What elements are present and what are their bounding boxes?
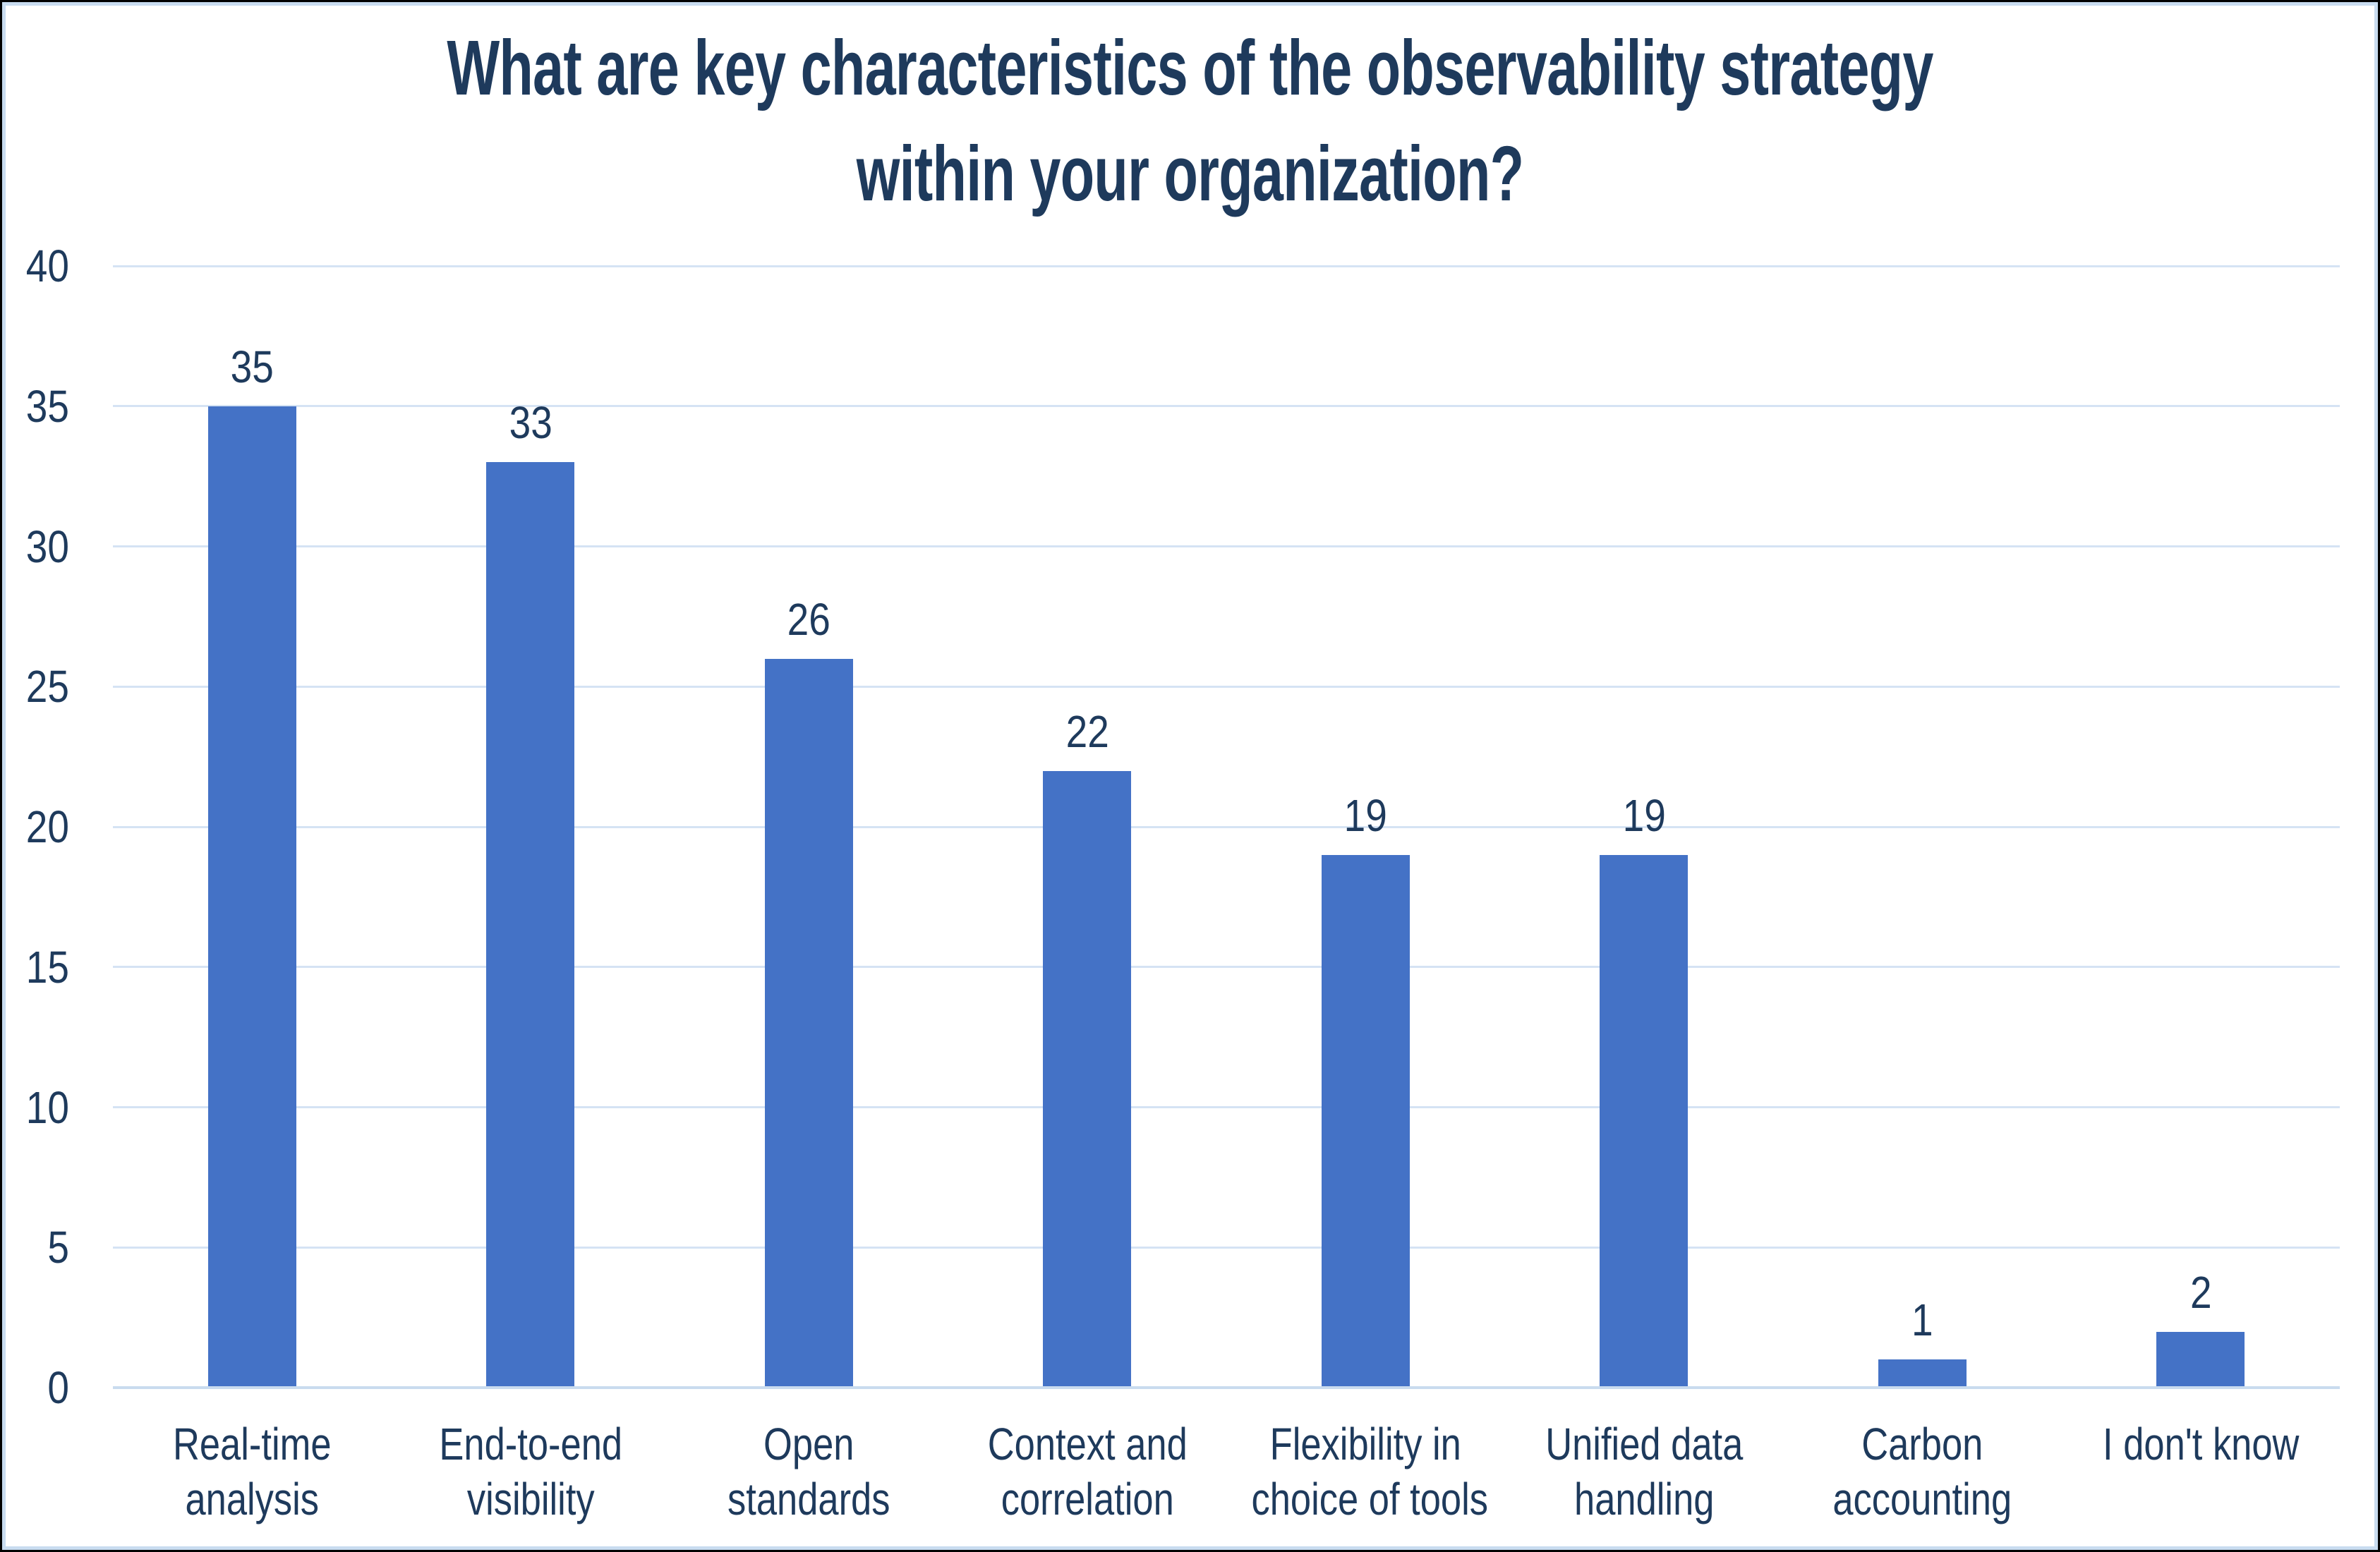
bar-value-label-real-time-analysis: 35	[230, 341, 274, 392]
bar-end-to-end-visibility	[486, 462, 575, 1388]
y-tick-label-25: 25	[25, 661, 69, 713]
x-category-label-line: I don't know	[2102, 1419, 2299, 1469]
x-category-label-line: analysis	[185, 1474, 320, 1524]
x-category-label-line: Carbon	[1861, 1419, 1983, 1469]
y-tick-label-15: 15	[25, 941, 69, 993]
y-tick-label-10: 10	[25, 1081, 69, 1133]
y-tick-label-40: 40	[25, 241, 69, 291]
bar-unified-data-handling	[1600, 854, 1689, 1388]
x-category-label-line: Unified data	[1545, 1419, 1743, 1469]
x-category-label-line: Flexibility in	[1269, 1419, 1461, 1469]
x-category-label-i-don-t-know: I don't know	[2086, 1417, 2314, 1472]
bar-value-label-end-to-end-visibility: 33	[509, 397, 552, 449]
bar-context-and-correlation	[1043, 770, 1132, 1388]
x-category-label-line: End-to-end	[438, 1419, 622, 1469]
bar-value-label-context-and-correlation: 22	[1065, 705, 1109, 757]
bar-value-label-carbon-accounting: 1	[1911, 1295, 1933, 1346]
gridline-25	[113, 685, 2340, 688]
gridline-5	[113, 1246, 2340, 1249]
chart-title-line-1: What are key characteristics of the obse…	[447, 25, 1933, 111]
bar-value-label-open-standards: 26	[787, 593, 830, 645]
x-category-label-open-standards: Open standards	[695, 1417, 923, 1527]
x-category-label-line: visibility	[466, 1474, 595, 1524]
y-tick-label-5: 5	[47, 1222, 69, 1273]
bar-value-label-unified-data-handling: 19	[1622, 789, 1666, 841]
x-category-label-line: correlation	[1001, 1474, 1174, 1524]
x-category-label-line: Real-time	[172, 1419, 332, 1469]
y-axis: 0 5 10 15 20 25 30 35 40	[0, 243, 69, 1410]
gridline-20	[113, 825, 2340, 828]
x-category-label-line: Open	[763, 1419, 854, 1469]
gridline-40	[113, 265, 2340, 267]
x-category-label-flexibility-in-choice-of-tools: Flexibility in choice of tools	[1251, 1417, 1488, 1527]
x-axis: Real-time analysis End-to-end visibility Ope…	[113, 1417, 2340, 1551]
plot-area: 35 33 26 22 19 19 1 2	[113, 265, 2340, 1389]
x-category-label-real-time-analysis: Real-time analysis	[138, 1417, 366, 1527]
x-category-label-line: Context and	[987, 1419, 1188, 1469]
gridline-10	[113, 1106, 2340, 1108]
x-category-label-context-and-correlation: Context and correlation	[973, 1417, 1201, 1527]
x-category-label-unified-data-handling: Unified data handling	[1530, 1417, 1758, 1527]
gridline-15	[113, 966, 2340, 969]
bar-i-don-t-know	[2156, 1331, 2245, 1388]
chart-title-line-2: within your organization?	[856, 131, 1524, 217]
bar-carbon-accounting	[1878, 1359, 1967, 1388]
chart-title: What are key characteristics of the obse…	[333, 16, 2047, 227]
bar-value-label-flexibility-in-choice-of-tools: 19	[1343, 789, 1387, 841]
y-tick-label-30: 30	[25, 521, 69, 572]
bar-open-standards	[764, 658, 853, 1388]
y-tick-label-20: 20	[25, 801, 69, 852]
gridline-30	[113, 545, 2340, 547]
x-category-label-end-to-end-visibility: End-to-end visibility	[416, 1417, 644, 1527]
bar-real-time-analysis	[207, 406, 296, 1388]
gridline-35	[113, 405, 2340, 408]
bar-value-label-i-don-t-know: 2	[2189, 1266, 2212, 1318]
x-category-label-line: handling	[1573, 1474, 1714, 1524]
x-category-label-line: accounting	[1832, 1474, 2012, 1524]
y-tick-label-35: 35	[25, 380, 69, 432]
x-category-label-carbon-accounting: Carbon accounting	[1808, 1417, 2036, 1527]
x-category-label-line: standards	[727, 1474, 890, 1524]
y-tick-label-0: 0	[47, 1362, 69, 1413]
x-axis-line	[113, 1386, 2340, 1389]
bar-flexibility-in-choice-of-tools	[1321, 854, 1410, 1388]
x-category-label-line: choice of tools	[1251, 1474, 1488, 1524]
